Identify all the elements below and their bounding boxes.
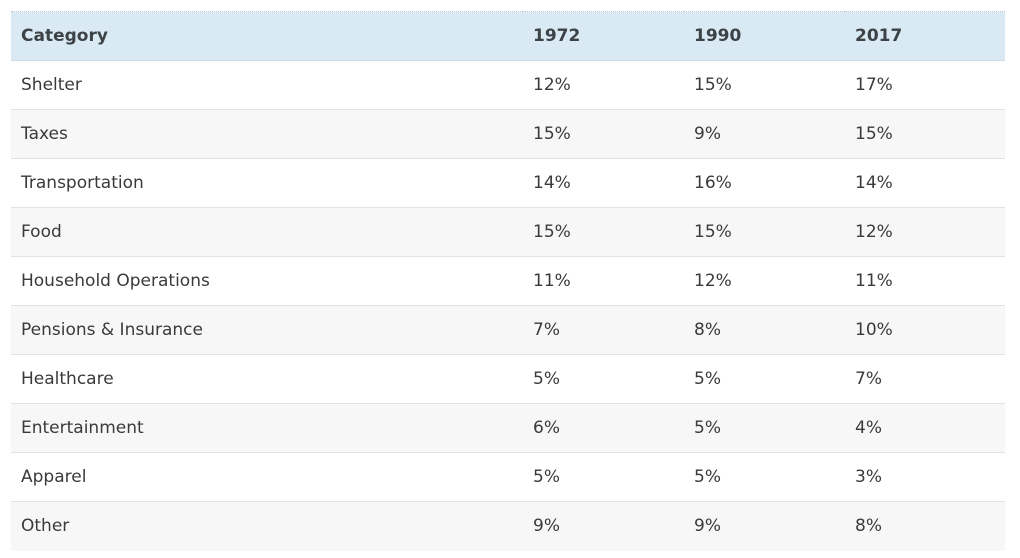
category-cell: Household Operations: [11, 256, 523, 306]
column-header-1972: 1972: [523, 11, 684, 61]
category-cell: Healthcare: [11, 354, 523, 404]
value-cell-1972: 14%: [523, 158, 684, 208]
value-cell-2017: 17%: [855, 75, 893, 95]
value-cell-1972: 11%: [523, 256, 684, 306]
table-container: Category 1972 1990 2017 Shelter 12% 15% …: [11, 11, 1005, 551]
value-cell-2017: 4%: [845, 403, 1005, 453]
value-cell-1990: 5%: [684, 354, 845, 404]
value-cell-1990: 9%: [684, 109, 845, 159]
value-cell-1972: 15%: [523, 109, 684, 159]
value-cell-1972: 5%: [523, 452, 684, 502]
table-row: Household Operations 11% 12% 11%: [11, 256, 1005, 306]
table-row: Taxes 15% 9% 15%: [11, 109, 1005, 159]
value-cell-1972: 12%: [533, 75, 571, 95]
header-row: Category 1972 1990 2017: [11, 11, 1005, 61]
value-cell-2017: 8%: [845, 501, 1005, 551]
category-cell: Taxes: [11, 109, 523, 159]
table-row: Other 9% 9% 8%: [11, 501, 1005, 551]
column-header-1990: 1990: [684, 11, 845, 61]
value-cell-2017: 10%: [845, 305, 1005, 355]
table-body: Shelter 12% 15% 17% Taxes 15% 9% 15% Tra…: [11, 60, 1005, 551]
category-cell: Apparel: [11, 452, 523, 502]
column-header-2017: 2017: [845, 11, 1005, 61]
value-cell-1990: 12%: [684, 256, 845, 306]
value-cell-2017: 12%: [845, 207, 1005, 257]
category-cell: Entertainment: [11, 403, 523, 453]
table-row: Entertainment 6% 5% 4%: [11, 403, 1005, 453]
category-cell: Other: [11, 501, 523, 551]
table-row: Apparel 5% 5% 3%: [11, 452, 1005, 502]
category-cell: Shelter: [21, 75, 82, 95]
value-cell-2017: 15%: [845, 109, 1005, 159]
value-cell-1972: 6%: [523, 403, 684, 453]
spending-table: Category 1972 1990 2017 Shelter 12% 15% …: [11, 11, 1005, 551]
category-cell: Pensions & Insurance: [11, 305, 523, 355]
category-cell: Transportation: [11, 158, 523, 208]
value-cell-1990: 5%: [684, 403, 845, 453]
value-cell-2017: 3%: [845, 452, 1005, 502]
table-row: Healthcare 5% 5% 7%: [11, 354, 1005, 404]
value-cell-2017: 11%: [845, 256, 1005, 306]
value-cell-2017: 7%: [845, 354, 1005, 404]
value-cell-1990: 16%: [684, 158, 845, 208]
value-cell-1990: 9%: [684, 501, 845, 551]
table-header: Category 1972 1990 2017: [11, 11, 1005, 61]
value-cell-1972: 15%: [523, 207, 684, 257]
value-cell-1972: 5%: [523, 354, 684, 404]
value-cell-1990: 15%: [684, 207, 845, 257]
category-cell: Food: [11, 207, 523, 257]
table-row: Food 15% 15% 12%: [11, 207, 1005, 257]
value-cell-1990: 5%: [684, 452, 845, 502]
value-cell-1990: 15%: [694, 75, 732, 95]
value-cell-1972: 7%: [523, 305, 684, 355]
table-row: Transportation 14% 16% 14%: [11, 158, 1005, 208]
column-header-category: Category: [11, 11, 523, 61]
table-row: Pensions & Insurance 7% 8% 10%: [11, 305, 1005, 355]
table-row: Shelter 12% 15% 17%: [11, 60, 1005, 110]
value-cell-1972: 9%: [523, 501, 684, 551]
value-cell-2017: 14%: [845, 158, 1005, 208]
value-cell-1990: 8%: [684, 305, 845, 355]
